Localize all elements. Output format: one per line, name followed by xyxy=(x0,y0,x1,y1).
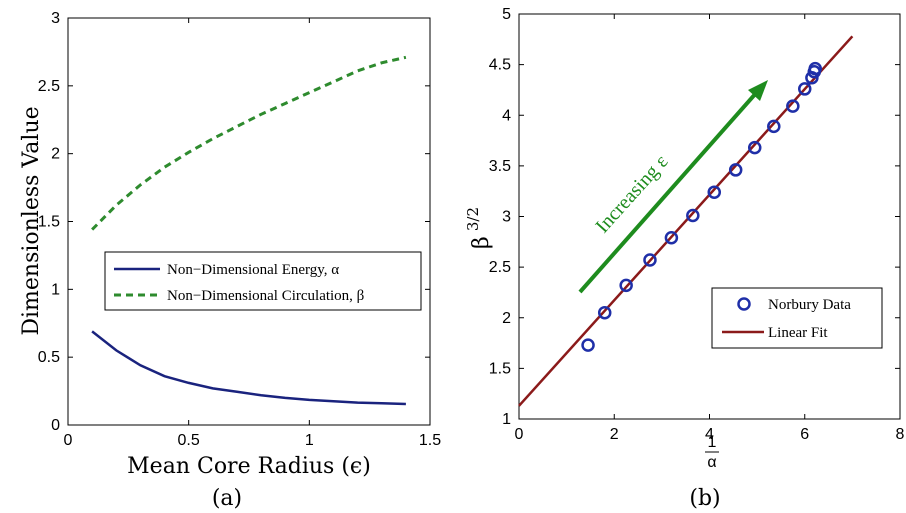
panel-b-ytick-label: 1 xyxy=(502,411,511,428)
panel-b-ylabel-base: β xyxy=(469,236,494,249)
norbury-data-point xyxy=(767,119,781,134)
norbury-data-point xyxy=(728,163,743,177)
panel-b-ytick-label: 4.5 xyxy=(489,57,511,74)
panel-a: 0 0.5 1 1.5 0 0.5 1 1.5 2 2.5 3 Non−Dimensional En… xyxy=(19,10,441,511)
panel-b-xtick-label: 4 xyxy=(705,426,714,443)
panel-a-ytick-label: 1 xyxy=(51,281,60,298)
norbury-data-point xyxy=(798,82,812,96)
legend-energy-label: Non−Dimensional Energy, α xyxy=(167,262,339,278)
panel-b-ytick-label: 1.5 xyxy=(489,360,511,377)
norbury-data-point xyxy=(808,61,822,76)
panel-b-xlabel: 1 α xyxy=(705,434,719,471)
panel-a-xtick-label: 0.5 xyxy=(178,432,200,449)
norbury-data-point xyxy=(597,305,612,320)
panel-a-xtick-label: 1.5 xyxy=(419,432,441,449)
norbury-data-point xyxy=(643,253,657,267)
panel-a-legend-box xyxy=(104,251,422,311)
panel-a-ylabel: Dimensionless Value xyxy=(19,106,44,335)
panel-a-plot-frame xyxy=(67,17,431,426)
panel-b-xtick-label: 0 xyxy=(515,426,524,443)
panel-a-ytick-label: 1.5 xyxy=(38,214,60,231)
panel-a-ytick-label: 2.5 xyxy=(38,78,60,95)
panel-b-ytick-label: 3.5 xyxy=(489,158,511,175)
panel-b-ytick-label: 2.5 xyxy=(489,259,511,276)
panel-b-xlabel-denominator: α xyxy=(707,454,716,471)
panel-b-legend: Norbury Data Linear Fit xyxy=(711,287,883,349)
increasing-arrow-shaft xyxy=(578,90,759,294)
legend-norbury-marker xyxy=(737,297,751,311)
energy-alpha-line xyxy=(91,330,406,406)
panel-b-caption: (b) xyxy=(689,486,720,511)
panel-b-ytick-label: 4 xyxy=(502,107,511,124)
panel-b-ylabel: β 3/2 xyxy=(464,207,494,249)
panel-a-lines xyxy=(91,55,407,406)
linear-fit-line xyxy=(518,35,854,407)
norbury-data-point xyxy=(707,185,722,199)
panel-b-plot-frame xyxy=(518,13,901,420)
panel-b-marks xyxy=(518,35,854,407)
panel-b-ticks: 0 2 4 6 8 1 1.5 2 2.5 3 3.5 4 4.5 5 xyxy=(489,6,905,443)
norbury-data-point xyxy=(664,231,679,245)
panel-a-xtick-label: 1 xyxy=(305,432,314,449)
panel-b-xlabel-numerator: 1 xyxy=(708,434,717,451)
panel-a-ytick-label: 0 xyxy=(51,417,60,434)
panel-b-xtick-label: 6 xyxy=(800,426,809,443)
legend-norbury-label: Norbury Data xyxy=(768,297,851,313)
norbury-data-point xyxy=(619,278,633,293)
legend-circulation-label: Non−Dimensional Circulation, β xyxy=(167,288,364,304)
norbury-data-point xyxy=(686,208,700,223)
panel-a-caption: (a) xyxy=(212,486,242,511)
panel-a-ytick-label: 0.5 xyxy=(38,349,60,366)
panel-b-ytick-label: 2 xyxy=(502,310,511,327)
legend-linear-fit-label: Linear Fit xyxy=(768,325,828,341)
panel-b-ytick-label: 5 xyxy=(502,6,511,23)
panel-b: 0 2 4 6 811.522.533.544.55 Increasing ε Norb… xyxy=(464,6,905,511)
panel-b-xtick-label: 2 xyxy=(610,426,619,443)
increasing-arrow-head xyxy=(748,80,768,101)
panel-a-xlabel: Mean Core Radius (ϵ) xyxy=(127,454,371,479)
panel-b-xtick-label: 8 xyxy=(896,426,905,443)
circulation-beta-line xyxy=(91,55,407,231)
panel-a-legend: Non−Dimensional Energy, α Non−Dimensiona… xyxy=(104,251,422,311)
panel-a-xtick-label: 0 xyxy=(64,432,73,449)
norbury-data-point xyxy=(747,140,762,155)
norbury-data-point xyxy=(581,338,595,352)
panel-a-ytick-label: 3 xyxy=(51,10,60,27)
norbury-data-point xyxy=(786,99,800,113)
panel-a-ticks: 0 0.5 1 1.5 0 0.5 1 1.5 2 2.5 3 xyxy=(38,10,441,449)
panel-b-legend-box xyxy=(711,287,883,349)
panel-a-ytick-label: 2 xyxy=(51,146,60,163)
panel-b-ytick-label: 3 xyxy=(502,209,511,226)
panel-b-ylabel-exponent: 3/2 xyxy=(464,207,482,231)
increasing-arrow xyxy=(578,80,768,294)
